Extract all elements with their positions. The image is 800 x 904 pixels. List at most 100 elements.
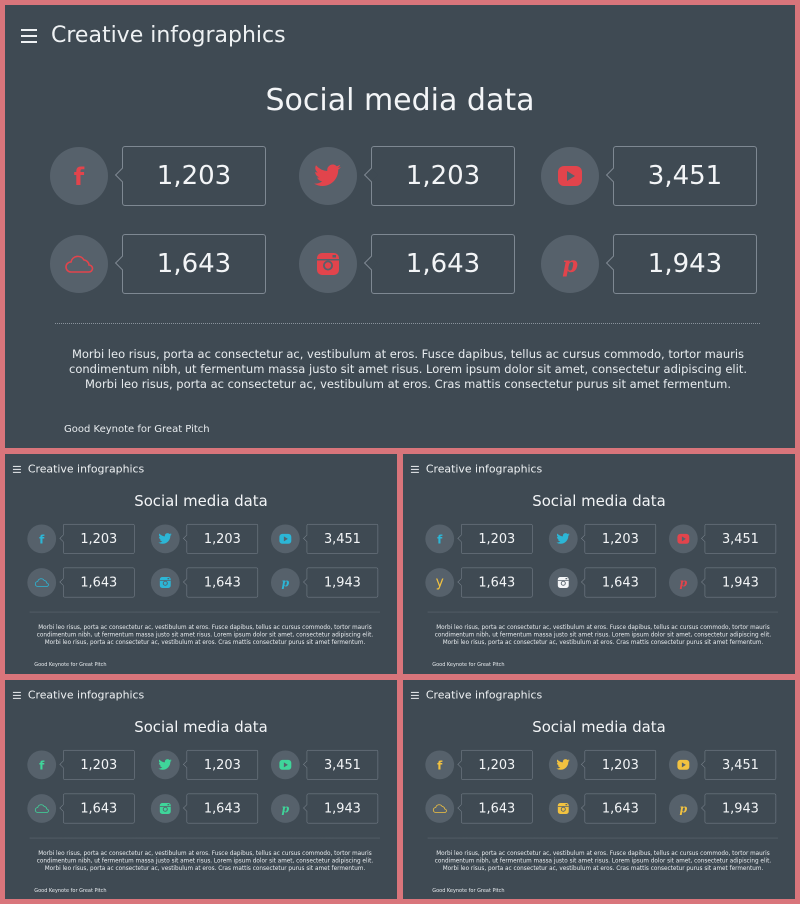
- metric-value: 1,643: [63, 793, 135, 824]
- header-title: Creative infographics: [425, 462, 543, 476]
- metric-twitter: 1,203: [150, 523, 259, 554]
- svg-text:y: y: [436, 576, 444, 590]
- metric-youtube: 3,451: [668, 749, 777, 780]
- twitter-icon: [548, 524, 578, 554]
- pinterest-icon: p: [541, 235, 599, 293]
- metric-value: 1,203: [186, 749, 259, 780]
- metric-value: 1,643: [186, 793, 259, 824]
- metric-value: 1,943: [704, 793, 777, 824]
- facebook-icon: f: [27, 524, 57, 554]
- svg-text:p: p: [282, 576, 290, 588]
- facebook-icon: f: [425, 750, 455, 780]
- metric-value: 3,451: [704, 749, 777, 780]
- slide-thumbnail-yellow[interactable]: Creative infographics Social media data …: [403, 680, 795, 899]
- metric-value: 3,451: [613, 146, 757, 206]
- metric-instagram: 1,643: [299, 234, 515, 294]
- svg-text:p: p: [680, 802, 688, 814]
- metric-pinterest: p 1,943: [668, 793, 777, 824]
- metric-twitter: 1,203: [150, 749, 259, 780]
- svg-text:f: f: [74, 163, 85, 189]
- youtube-icon: [668, 750, 698, 780]
- metric-value: 1,943: [613, 234, 757, 294]
- body-text: Morbi leo risus, porta ac consectetur ac…: [36, 849, 374, 872]
- slide-thumbnail-green[interactable]: Creative infographics Social media data …: [5, 680, 397, 899]
- metric-value: 1,643: [461, 793, 533, 824]
- cloud-icon: [27, 568, 57, 597]
- youtube-icon: [668, 524, 698, 554]
- svg-text:p: p: [282, 802, 290, 814]
- metric-instagram: 1,643: [548, 793, 657, 824]
- svg-text:f: f: [39, 532, 45, 545]
- metric-value: 1,943: [306, 567, 379, 598]
- cloud-icon: [50, 235, 108, 293]
- cloud-icon: y: [425, 568, 455, 597]
- metric-facebook: f 1,203: [27, 749, 135, 780]
- metric-value: 1,643: [186, 567, 259, 598]
- menu-icon[interactable]: [12, 465, 21, 473]
- youtube-icon: [270, 524, 300, 554]
- metric-instagram: 1,643: [150, 567, 259, 598]
- metric-value: 3,451: [306, 523, 379, 554]
- slide-header: Creative infographics: [12, 688, 145, 702]
- slide-title: Social media data: [134, 718, 268, 737]
- facebook-icon: f: [50, 147, 108, 205]
- metric-value: 1,643: [461, 567, 533, 598]
- twitter-icon: [548, 750, 578, 780]
- metric-value: 1,203: [461, 523, 533, 554]
- metric-value: 1,203: [584, 749, 657, 780]
- slide-main: Creative infographics Social media data …: [5, 5, 795, 448]
- svg-text:f: f: [437, 532, 443, 545]
- instagram-icon: [548, 794, 578, 823]
- body-text: Morbi leo risus, porta ac consectetur ac…: [434, 623, 772, 646]
- body-text: Morbi leo risus, porta ac consectetur ac…: [434, 849, 772, 872]
- footer-text: Good Keynote for Great Pitch: [34, 661, 107, 668]
- menu-icon[interactable]: [410, 465, 419, 473]
- metric-value: 3,451: [306, 749, 379, 780]
- metric-value: 1,943: [306, 793, 379, 824]
- metric-value: 1,643: [122, 234, 266, 294]
- svg-text:p: p: [562, 252, 578, 277]
- footer-text: Good Keynote for Great Pitch: [34, 887, 107, 894]
- youtube-icon: [270, 750, 300, 780]
- pinterest-icon: p: [668, 794, 698, 823]
- metric-facebook: f 1,203: [425, 523, 533, 554]
- youtube-icon: [541, 147, 599, 205]
- slide-thumbnail-blue[interactable]: Creative infographics Social media data …: [5, 454, 397, 674]
- menu-icon[interactable]: [12, 691, 21, 699]
- metric-facebook: f 1,203: [27, 523, 135, 554]
- metric-value: 1,643: [63, 567, 135, 598]
- metric-value: 1,203: [186, 523, 259, 554]
- instagram-icon: [150, 568, 180, 597]
- header-title: Creative infographics: [27, 462, 145, 476]
- body-text: Morbi leo risus, porta ac consectetur ac…: [36, 623, 374, 646]
- twitter-icon: [299, 147, 357, 205]
- twitter-icon: [150, 750, 180, 780]
- instagram-icon: [150, 794, 180, 823]
- metric-youtube: 3,451: [270, 523, 379, 554]
- pinterest-icon: p: [270, 794, 300, 823]
- cloud-icon: [425, 794, 455, 823]
- svg-text:f: f: [437, 758, 443, 771]
- divider: [55, 323, 760, 324]
- cloud-icon: [27, 794, 57, 823]
- metric-value: 3,451: [704, 523, 777, 554]
- slide-title: Social media data: [134, 492, 268, 511]
- metric-value: 1,643: [371, 234, 515, 294]
- slide-thumbnail-multicolor[interactable]: Creative infographics Social media data …: [403, 454, 795, 674]
- pinterest-icon: p: [270, 568, 300, 597]
- slide-title: Social media data: [265, 83, 535, 118]
- menu-icon[interactable]: [410, 691, 419, 699]
- metric-twitter: 1,203: [548, 523, 657, 554]
- metric-value: 1,203: [584, 523, 657, 554]
- instagram-icon: [299, 235, 357, 293]
- body-text: Morbi leo risus, porta ac consectetur ac…: [69, 347, 747, 391]
- menu-icon[interactable]: [21, 28, 37, 43]
- slide-header: Creative infographics: [12, 462, 145, 476]
- metric-cloud: 1,643: [50, 234, 266, 294]
- header-title: Creative infographics: [27, 688, 145, 702]
- metric-pinterest: p 1,943: [668, 567, 777, 598]
- metric-twitter: 1,203: [548, 749, 657, 780]
- slide-header: Creative infographics: [21, 23, 286, 48]
- slide-title: Social media data: [532, 718, 666, 737]
- metric-instagram: 1,643: [548, 567, 657, 598]
